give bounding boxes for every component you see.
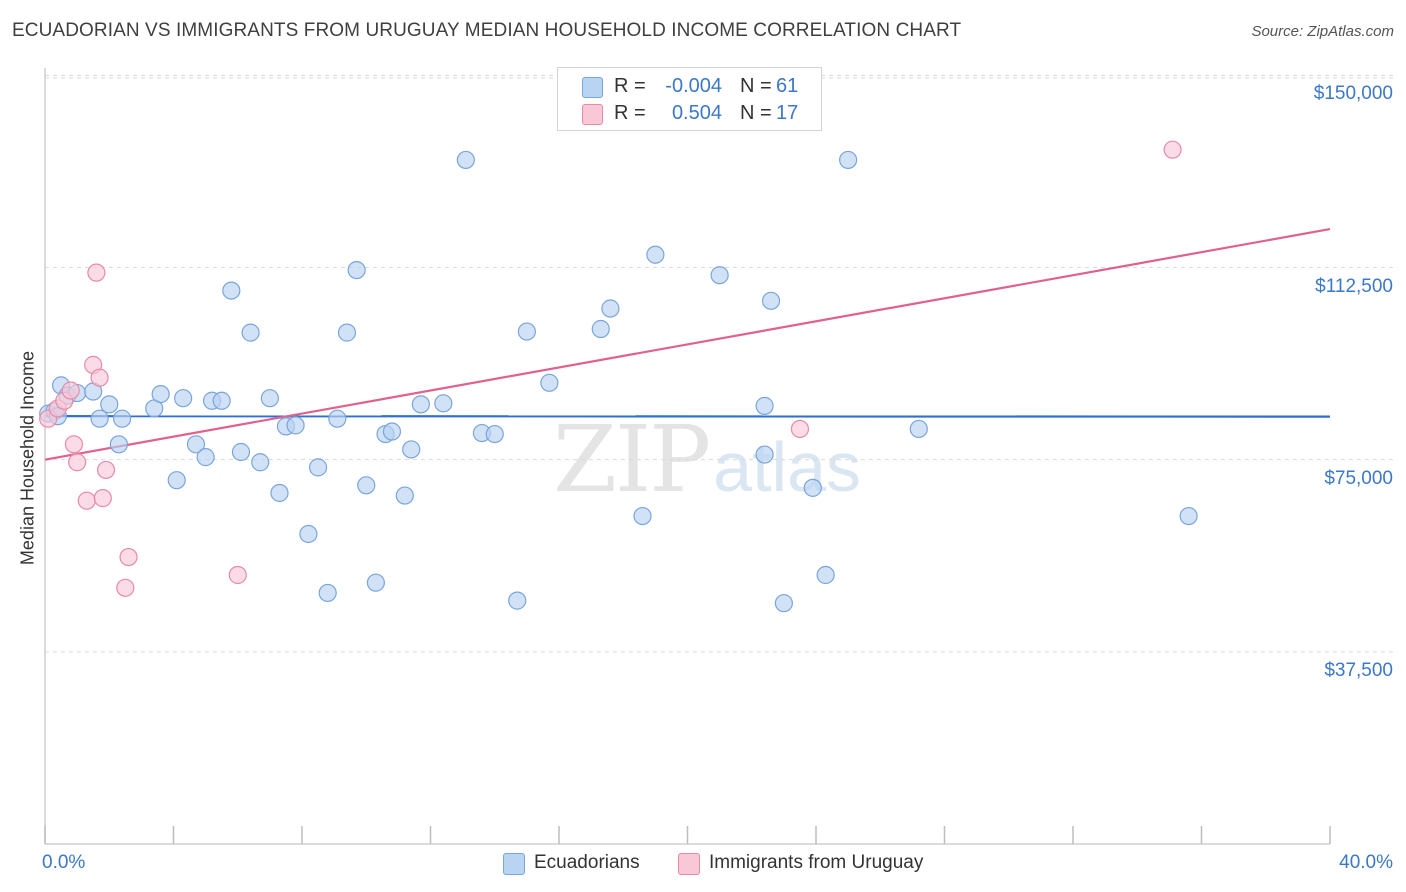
data-point-blue — [803, 478, 822, 497]
data-point-blue — [167, 471, 186, 490]
data-point-blue — [456, 150, 475, 170]
source-label: Source: ZipAtlas.com — [1251, 23, 1394, 40]
data-point-blue — [909, 419, 928, 439]
data-point-blue — [222, 281, 241, 300]
stats-legend: R = -0.004 N = 61 R = 0.504 N = 17 — [557, 67, 822, 131]
gridlines — [45, 74, 1394, 653]
data-point-blue — [646, 245, 665, 264]
legend-row-ecuadorians: R = -0.004 N = 61 — [582, 75, 812, 99]
data-point-blue — [755, 396, 774, 415]
data-point-blue — [241, 323, 260, 342]
data-point-blue — [286, 416, 305, 435]
data-point-pink — [96, 460, 116, 480]
data-point-pink — [68, 453, 87, 472]
data-point-blue — [755, 445, 774, 464]
data-point-blue — [402, 440, 421, 459]
data-point-pink — [90, 368, 109, 387]
legend-n-value: 17 — [776, 102, 799, 124]
data-point-blue — [251, 453, 270, 472]
data-point-blue — [196, 448, 215, 467]
bottom-legend-swatch-pink — [678, 853, 700, 875]
legend-n-label: N = — [740, 102, 772, 124]
data-point-blue — [100, 395, 119, 414]
legend-r-label: R = — [614, 102, 646, 124]
legend-row-uruguay: R = 0.504 N = 17 — [582, 102, 812, 126]
legend-n-value: 61 — [776, 75, 799, 97]
y-axis-label: Median Household Income — [17, 350, 38, 566]
data-point-blue — [774, 594, 793, 613]
data-point-pink — [61, 381, 80, 400]
data-point-blue — [517, 322, 536, 341]
legend-n-label: N = — [740, 75, 772, 97]
chart-title: ECUADORIAN VS IMMIGRANTS FROM URUGUAY ME… — [12, 20, 962, 41]
trend-lines — [44, 228, 1331, 461]
data-point-blue — [328, 409, 347, 428]
data-point-blue — [411, 395, 430, 414]
data-point-pink — [87, 263, 106, 282]
x-tick-label-min: 0.0% — [42, 852, 86, 873]
data-point-blue — [90, 409, 109, 428]
data-point-pink — [1163, 140, 1182, 159]
data-point-blue — [761, 291, 781, 310]
data-point-blue — [434, 394, 453, 413]
data-point-blue — [816, 565, 835, 585]
legend-r-value: 0.504 — [671, 102, 722, 124]
data-point-pink — [119, 547, 138, 567]
data-point-blue — [395, 486, 414, 505]
data-point-blue — [212, 391, 231, 410]
data-point-blue — [270, 483, 289, 503]
data-point-blue — [347, 260, 366, 280]
data-point-blue — [186, 435, 206, 454]
data-points — [39, 140, 1198, 613]
data-point-blue — [260, 389, 279, 408]
data-point-pink — [228, 565, 247, 585]
data-point-blue — [318, 583, 337, 603]
y-tick-label: $112,500 — [1315, 275, 1393, 297]
data-point-blue — [601, 299, 620, 318]
data-point-blue — [109, 435, 128, 454]
data-point-blue — [337, 323, 357, 342]
data-point-blue — [1179, 506, 1198, 526]
bottom-legend-label: Immigrants from Uruguay — [709, 852, 924, 873]
bottom-legend-label: Ecuadorians — [534, 852, 640, 873]
legend-swatch-blue — [582, 77, 603, 98]
legend-r-value: -0.004 — [665, 75, 722, 97]
data-point-blue — [308, 458, 328, 477]
data-point-pink — [93, 489, 112, 508]
axes — [44, 68, 1331, 845]
data-point-blue — [382, 422, 402, 441]
data-point-blue — [540, 373, 559, 392]
data-point-blue — [508, 591, 527, 610]
trend-line-blue — [44, 415, 1331, 418]
data-point-blue — [174, 389, 193, 408]
data-point-pink — [790, 419, 810, 439]
data-point-blue — [357, 476, 376, 495]
data-point-blue — [112, 409, 132, 428]
data-point-blue — [485, 424, 504, 444]
legend-swatch-pink — [582, 104, 603, 125]
y-tick-label: $150,000 — [1313, 83, 1393, 105]
data-point-blue — [231, 442, 251, 462]
data-point-blue — [591, 319, 610, 339]
legend-r-label: R = — [614, 75, 646, 97]
trend-line-pink — [44, 228, 1331, 461]
data-point-blue — [366, 573, 385, 592]
data-point-blue — [299, 524, 318, 544]
data-point-blue — [710, 266, 729, 285]
data-point-pink — [116, 578, 135, 597]
data-point-pink — [64, 435, 84, 454]
data-point-blue — [633, 506, 652, 526]
data-point-pink — [77, 491, 96, 510]
data-point-blue — [839, 150, 858, 170]
data-point-blue — [151, 384, 170, 404]
y-tick-label: $75,000 — [1324, 467, 1393, 489]
bottom-legend-swatch-blue — [503, 853, 525, 875]
x-tick-label-max: 40.0% — [1339, 852, 1393, 873]
y-tick-label: $37,500 — [1324, 659, 1393, 681]
